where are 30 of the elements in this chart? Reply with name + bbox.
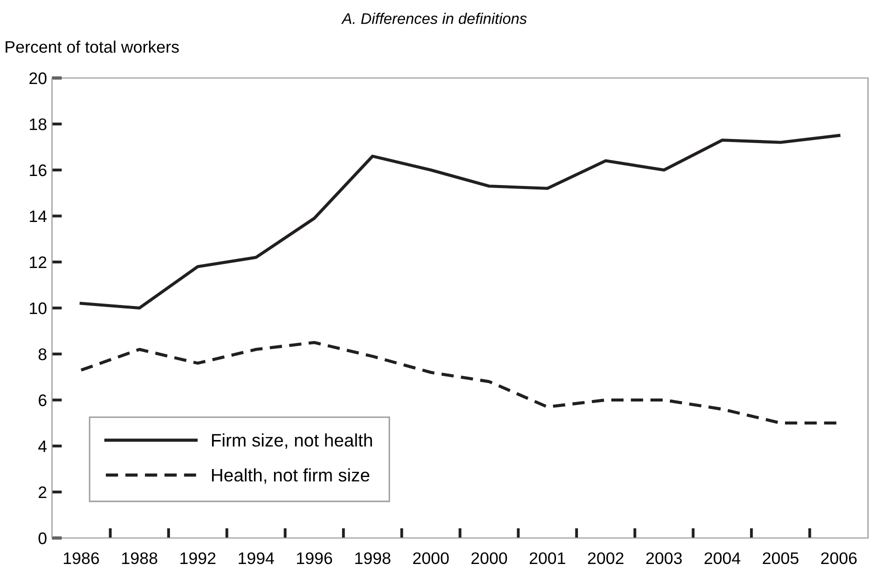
x-tick-label: 2003 <box>646 552 682 564</box>
x-tick-label: 2000 <box>413 552 449 564</box>
y-tick-label: 16 <box>30 164 46 176</box>
y-tick-label: 18 <box>30 118 46 130</box>
x-tick-label: 1986 <box>64 552 99 564</box>
y-tick-label: 4 <box>38 440 47 452</box>
x-tick-label: 2005 <box>762 552 798 564</box>
chart-title: A. Differences in definitions <box>341 12 527 24</box>
x-tick-label: 1988 <box>122 552 158 564</box>
legend-label: Firm size, not health <box>212 433 372 449</box>
x-tick-label: 2002 <box>588 552 624 564</box>
y-tick-label: 14 <box>30 210 47 222</box>
x-tick-label: 2006 <box>821 552 857 564</box>
legend-label: Health, not firm size <box>212 468 370 484</box>
x-tick-label: 1996 <box>297 552 332 564</box>
x-tick-label: 1998 <box>355 552 390 564</box>
x-tick-label: 2004 <box>704 552 740 564</box>
y-tick-label: 12 <box>30 256 46 268</box>
x-tick-label: 1992 <box>180 552 216 564</box>
y-tick-label: 6 <box>38 394 46 406</box>
y-tick-label: 20 <box>29 72 46 84</box>
x-tick-label: 1994 <box>238 552 274 564</box>
y-tick-label: 8 <box>38 348 46 360</box>
y-tick-label: 0 <box>38 532 46 544</box>
y-tick-label: 2 <box>38 486 46 498</box>
x-tick-label: 2001 <box>530 552 566 564</box>
y-tick-label: 10 <box>30 302 46 314</box>
x-tick-label: 2000 <box>471 552 508 564</box>
line-series <box>80 134 840 310</box>
y-axis-title: Percent of total workers <box>6 40 179 53</box>
